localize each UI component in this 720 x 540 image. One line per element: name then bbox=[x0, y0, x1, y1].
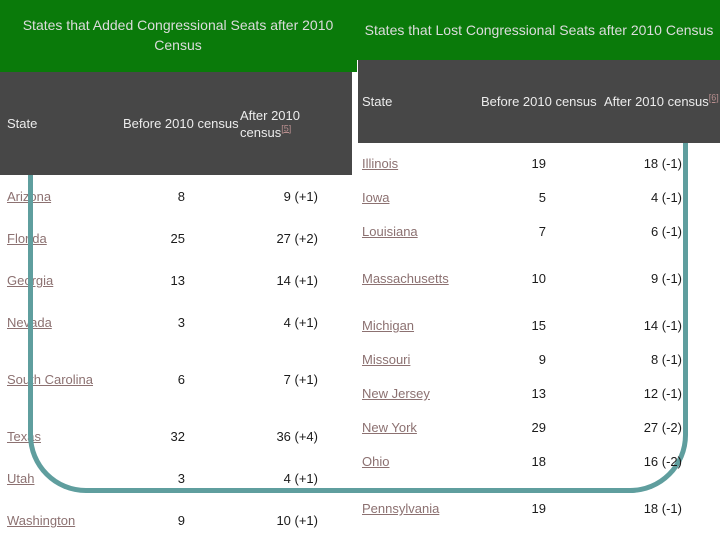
table-row: Pennsylvania 19 18 (-1) bbox=[358, 501, 720, 535]
before-census-value: 25 bbox=[170, 231, 185, 246]
right-table-header-row: State Before 2010 census After 2010 cens… bbox=[358, 60, 720, 143]
state-cell: Pennsylvania bbox=[358, 501, 481, 516]
left-title-band-extension bbox=[0, 60, 357, 72]
table-row: Illinois 19 18 (-1) bbox=[358, 156, 720, 190]
state-cell: New York bbox=[358, 420, 481, 435]
state-cell: Illinois bbox=[358, 156, 481, 171]
table-row: Missouri 9 8 (-1) bbox=[358, 352, 720, 386]
table-row: Texas 32 36 (+4) bbox=[0, 429, 352, 471]
left-table-title: States that Added Congressional Seats af… bbox=[22, 17, 334, 53]
state-link[interactable]: Louisiana bbox=[362, 224, 418, 239]
citation-5-link[interactable]: [5] bbox=[281, 123, 292, 134]
after-census-value: 14 (+1) bbox=[276, 273, 318, 288]
after-census-value: 27 (+2) bbox=[276, 231, 318, 246]
before-census-value: 13 bbox=[531, 386, 546, 401]
state-link[interactable]: Ohio bbox=[362, 454, 390, 469]
state-link[interactable]: Utah bbox=[7, 471, 35, 486]
after-census-value: 36 (+4) bbox=[276, 429, 318, 444]
before-census-value: 10 bbox=[531, 271, 546, 286]
after-census-value: 4 (+1) bbox=[283, 471, 318, 486]
before-census-value: 5 bbox=[538, 190, 546, 205]
table-row: Washington 9 10 (+1) bbox=[0, 513, 352, 540]
table-row: Michigan 15 14 (-1) bbox=[358, 318, 720, 352]
table-row: Louisiana 7 6 (-1) bbox=[358, 224, 720, 271]
before-census-value: 18 bbox=[531, 454, 546, 469]
state-link[interactable]: Washington bbox=[7, 513, 76, 528]
table-row: Massachusetts 10 9 (-1) bbox=[358, 271, 720, 318]
state-link[interactable]: Pennsylvania bbox=[362, 501, 440, 516]
left-column-header-state: State bbox=[7, 116, 38, 131]
after-census-value: 9 (-1) bbox=[650, 271, 682, 286]
state-link[interactable]: New York bbox=[362, 420, 417, 435]
after-census-value: 12 (-1) bbox=[643, 386, 682, 401]
state-link[interactable]: New Jersey bbox=[362, 386, 430, 401]
left-column-header-after: After 2010 census[5] bbox=[240, 107, 352, 141]
before-census-value: 9 bbox=[538, 352, 546, 367]
after-census-value: 4 (+1) bbox=[283, 315, 318, 330]
right-table-rows: Illinois 19 18 (-1) Iowa 5 4 (-1) Louisiana 7 6 … bbox=[358, 143, 720, 535]
before-census-value: 8 bbox=[177, 189, 185, 204]
after-census-value: 9 (+1) bbox=[283, 189, 318, 204]
after-census-value: 8 (-1) bbox=[650, 352, 682, 367]
right-column-header-before: Before 2010 census bbox=[481, 94, 597, 109]
after-census-value: 10 (+1) bbox=[276, 513, 318, 528]
left-table-header-row: State Before 2010 census After 2010 cens… bbox=[0, 72, 352, 175]
table-row: Iowa 5 4 (-1) bbox=[358, 190, 720, 224]
table-row: Ohio 18 16 (-2) bbox=[358, 454, 720, 501]
state-cell: Louisiana bbox=[358, 224, 481, 239]
after-census-value: 6 (-1) bbox=[650, 224, 682, 239]
table-row: Florida 25 27 (+2) bbox=[0, 231, 352, 273]
state-cell: Iowa bbox=[358, 190, 481, 205]
table-row: Utah 3 4 (+1) bbox=[0, 471, 352, 513]
decorative-rounded-frame bbox=[28, 110, 688, 493]
left-table-rows: Arizona 8 9 (+1) Florida 25 27 (+2) Georgia 13 1… bbox=[0, 175, 352, 540]
right-column-header-after: After 2010 census[6] bbox=[604, 93, 720, 110]
before-census-value: 6 bbox=[177, 372, 185, 387]
after-census-value: 27 (-2) bbox=[643, 420, 682, 435]
state-cell: Massachusetts bbox=[358, 271, 481, 286]
table-row: Arizona 8 9 (+1) bbox=[0, 189, 352, 231]
right-table-title: States that Lost Congressional Seats aft… bbox=[364, 22, 714, 38]
after-census-value: 16 (-2) bbox=[643, 454, 682, 469]
state-link[interactable]: Michigan bbox=[362, 318, 415, 333]
state-link[interactable]: Florida bbox=[7, 231, 47, 246]
title-band bbox=[0, 0, 720, 60]
state-link[interactable]: Massachusetts bbox=[362, 271, 449, 286]
after-census-value: 18 (-1) bbox=[643, 501, 682, 516]
citation-6-link[interactable]: [6] bbox=[708, 92, 719, 103]
state-cell: Florida bbox=[0, 231, 123, 246]
state-cell: Ohio bbox=[358, 454, 481, 469]
before-census-value: 15 bbox=[531, 318, 546, 333]
state-cell: Washington bbox=[0, 513, 123, 528]
left-column-header-before: Before 2010 census bbox=[123, 116, 239, 131]
state-cell: Michigan bbox=[358, 318, 481, 333]
after-census-value: 14 (-1) bbox=[643, 318, 682, 333]
after-census-value: 7 (+1) bbox=[283, 372, 318, 387]
state-cell: Missouri bbox=[358, 352, 481, 367]
after-census-value: 4 (-1) bbox=[650, 190, 682, 205]
table-row: New York 29 27 (-2) bbox=[358, 420, 720, 454]
before-census-value: 7 bbox=[538, 224, 546, 239]
state-cell: Utah bbox=[0, 471, 123, 486]
before-census-value: 19 bbox=[531, 501, 546, 516]
table-row: New Jersey 13 12 (-1) bbox=[358, 386, 720, 420]
state-link[interactable]: Illinois bbox=[362, 156, 399, 171]
before-census-value: 13 bbox=[170, 273, 185, 288]
state-link[interactable]: Missouri bbox=[362, 352, 411, 367]
before-census-value: 32 bbox=[170, 429, 185, 444]
before-census-value: 9 bbox=[177, 513, 185, 528]
before-census-value: 3 bbox=[177, 471, 185, 486]
after-census-value: 18 (-1) bbox=[643, 156, 682, 171]
before-census-value: 29 bbox=[531, 420, 546, 435]
before-census-value: 3 bbox=[177, 315, 185, 330]
state-cell: New Jersey bbox=[358, 386, 481, 401]
state-link[interactable]: Iowa bbox=[362, 190, 390, 205]
before-census-value: 19 bbox=[531, 156, 546, 171]
right-column-header-state: State bbox=[362, 94, 393, 109]
right-after-label: After 2010 census bbox=[604, 94, 709, 109]
left-after-label: After 2010 census bbox=[240, 107, 300, 140]
